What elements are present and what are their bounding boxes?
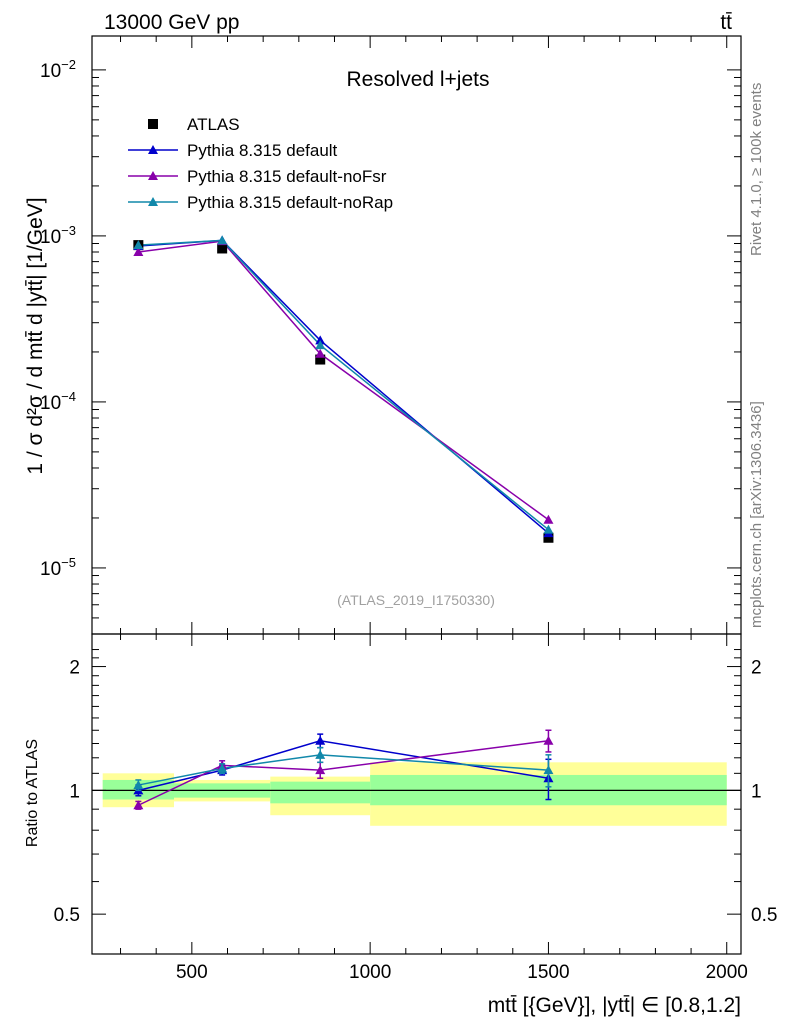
side-label-mcplots: mcplots.cern.ch [arXiv:1306.3436] — [748, 401, 765, 628]
series-marker-ratio — [133, 800, 144, 810]
series-line-ratio — [138, 740, 549, 806]
y-tick-label-ratio-right: 0.5 — [751, 905, 777, 926]
chart-title: Resolved l+jets — [347, 68, 490, 91]
series-marker-ratio — [543, 765, 554, 775]
uncertainty-bands — [102, 762, 727, 826]
series-line-ratio — [138, 754, 549, 786]
header-right-label: tt̄ — [720, 11, 732, 34]
series-marker-main — [315, 340, 326, 350]
ratio-panel-frame — [91, 633, 742, 955]
y-tick-label-ratio-right: 1 — [751, 781, 762, 802]
x-tick-label: 2000 — [706, 962, 748, 983]
legend-label: Pythia 8.315 default-noRap — [187, 193, 393, 212]
y-tick-label-main: 10−4 — [40, 389, 76, 414]
series-marker-main — [133, 246, 144, 256]
x-tick-label: 1500 — [527, 962, 569, 983]
y-axis-label-main: 1 / σ d²σ / d mtt̄ d |ytt̄| [1/GeV] — [24, 197, 47, 474]
legend-marker — [148, 171, 158, 180]
series-marker-ratio — [315, 749, 326, 759]
legend-marker — [148, 197, 158, 206]
axis-ticks — [92, 36, 741, 954]
series-curves — [138, 239, 549, 806]
legend-label-atlas: ATLAS — [187, 115, 240, 134]
y-tick-label-ratio-right: 2 — [751, 658, 762, 679]
atlas-data-point — [543, 532, 554, 543]
x-axis-label: mtt̄ [{GeV}], |ytt̄| ∈ [0.8,1.2] — [488, 994, 741, 1017]
series-line-main — [138, 239, 549, 534]
stat-uncertainty-band — [270, 781, 371, 804]
series-marker-ratio — [133, 780, 144, 790]
y-tick-label-main: 10−3 — [40, 223, 76, 248]
side-label-rivet: Rivet 4.1.0, ≥ 100k events — [748, 83, 765, 256]
series-marker-main — [315, 335, 326, 345]
y-tick-label-main: 10−5 — [40, 555, 76, 580]
y-tick-label-main: 10−2 — [40, 57, 76, 82]
series-marker-ratio — [315, 735, 326, 745]
legend-marker-atlas — [148, 119, 158, 129]
series-marker-ratio — [217, 763, 228, 773]
atlas-data-point — [217, 243, 228, 254]
legend-marker — [148, 145, 158, 154]
series-marker-ratio — [315, 765, 326, 775]
x-tick-label: 500 — [176, 962, 208, 983]
series-marker-main — [543, 524, 554, 534]
y-tick-label-ratio: 1 — [69, 781, 80, 802]
series-marker-main — [217, 235, 228, 245]
series-marker-main — [315, 348, 326, 358]
series-line-main — [138, 239, 549, 531]
y-axis-label-ratio: Ratio to ATLAS — [24, 739, 41, 847]
legend-label: Pythia 8.315 default — [187, 141, 338, 160]
series-markers — [133, 235, 554, 810]
y-tick-label-ratio: 2 — [69, 658, 80, 679]
series-marker-main — [133, 240, 144, 250]
x-tick-label: 1000 — [349, 962, 391, 983]
series-line-ratio — [138, 740, 549, 792]
header-left-label: 13000 GeV pp — [104, 11, 239, 34]
atlas-data-point — [315, 354, 326, 365]
series-line-main — [138, 240, 549, 521]
y-tick-label-ratio: 0.5 — [54, 905, 80, 926]
series-marker-main — [543, 514, 554, 524]
legend: ATLAS Pythia 8.315 default Pythia 8.315 de… — [128, 115, 393, 212]
axis-tick-labels: 500 1000 1500 2000 10−5 10−4 10−3 10−2 0.5 0.5 1 1 2… — [40, 57, 777, 983]
analysis-tag: (ATLAS_2019_I1750330) — [337, 592, 495, 608]
legend-label: Pythia 8.315 default-noFsr — [187, 167, 387, 186]
series-marker-ratio — [543, 735, 554, 745]
